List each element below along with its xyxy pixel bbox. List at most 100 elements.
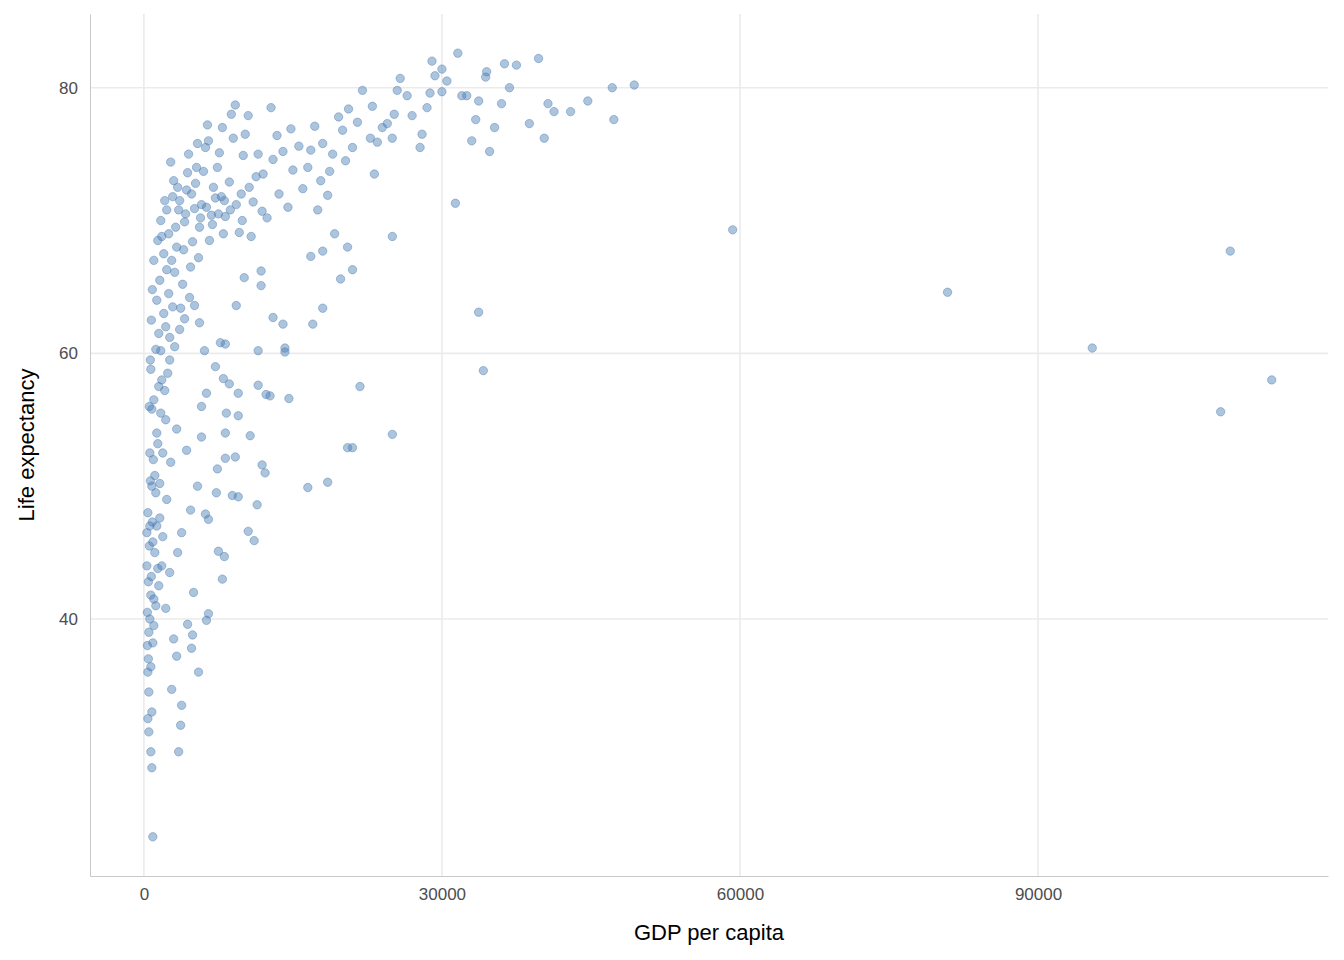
point [214, 547, 222, 555]
point [167, 685, 175, 693]
point [159, 532, 167, 540]
plot: 0300006000090000406080 [59, 14, 1328, 904]
point [234, 389, 242, 397]
point [225, 380, 233, 388]
point [348, 143, 356, 151]
point [311, 122, 319, 130]
point [284, 203, 292, 211]
point [166, 568, 174, 576]
point [232, 200, 240, 208]
point [157, 409, 165, 417]
point [630, 81, 638, 89]
point [147, 316, 155, 324]
point [156, 276, 164, 284]
point [211, 194, 219, 202]
point [512, 61, 520, 69]
point [323, 478, 331, 486]
point [269, 313, 277, 321]
point [299, 184, 307, 192]
point [525, 119, 533, 127]
axis-line [91, 876, 1329, 877]
point [245, 183, 253, 191]
tick: 30000 [419, 876, 466, 904]
point [566, 107, 574, 115]
point [213, 465, 221, 473]
point [275, 190, 283, 198]
point [196, 214, 204, 222]
point [173, 548, 181, 556]
point [154, 236, 162, 244]
point [184, 150, 192, 158]
point [307, 252, 315, 260]
point [454, 49, 462, 57]
grid-line-y [90, 87, 1328, 89]
point [239, 151, 247, 159]
point [170, 343, 178, 351]
point [254, 381, 262, 389]
point [222, 409, 230, 417]
point [209, 183, 217, 191]
point [584, 97, 592, 105]
y-axis-title: Life expectancy [14, 369, 39, 522]
point [253, 501, 261, 509]
point [458, 91, 466, 99]
point [175, 325, 183, 333]
point [163, 206, 171, 214]
tick-label: 30000 [419, 885, 466, 904]
point [474, 97, 482, 105]
point [418, 130, 426, 138]
point [451, 199, 459, 207]
point [438, 65, 446, 73]
point [187, 644, 195, 652]
point [163, 265, 171, 273]
point [202, 389, 210, 397]
point [388, 134, 396, 142]
x-axis-title: GDP per capita [634, 920, 785, 945]
point [314, 206, 322, 214]
point [183, 169, 191, 177]
point [166, 356, 174, 364]
point [167, 158, 175, 166]
point [323, 191, 331, 199]
tick-label: 80 [59, 79, 78, 98]
point [153, 296, 161, 304]
point [358, 86, 366, 94]
point [608, 84, 616, 92]
point [225, 178, 233, 186]
point [190, 204, 198, 212]
point [244, 527, 252, 535]
tick-label: 40 [59, 610, 78, 629]
point [146, 449, 154, 457]
point [170, 268, 178, 276]
point [173, 183, 181, 191]
point [254, 346, 262, 354]
point [166, 333, 174, 341]
grid-line-y [90, 618, 1328, 620]
point [193, 139, 201, 147]
point [165, 289, 173, 297]
point [186, 263, 194, 271]
point [149, 538, 157, 546]
point [258, 207, 266, 215]
point [481, 73, 489, 81]
point [181, 210, 189, 218]
point [338, 126, 346, 134]
point [279, 147, 287, 155]
point [203, 121, 211, 129]
point [428, 57, 436, 65]
point [156, 479, 164, 487]
point [238, 216, 246, 224]
point [550, 107, 558, 115]
tick: 60000 [717, 876, 764, 904]
point [155, 329, 163, 337]
tick: 80 [59, 79, 90, 98]
point [438, 87, 446, 95]
point [200, 346, 208, 354]
point [610, 115, 618, 123]
point [269, 155, 277, 163]
tick: 90000 [1015, 876, 1062, 904]
point [171, 223, 179, 231]
point [157, 216, 165, 224]
point [540, 134, 548, 142]
point [214, 210, 222, 218]
